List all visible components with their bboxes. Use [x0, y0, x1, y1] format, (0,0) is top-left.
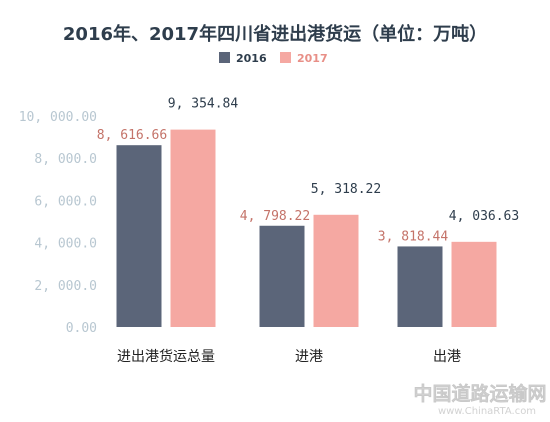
y-tick-label: 6, 000.0 [34, 194, 97, 209]
legend: 2016 2017 [219, 52, 328, 65]
bar-series [116, 129, 497, 327]
data-label-2017-0: 9, 354.84 [168, 97, 239, 112]
y-tick-label: 10, 000.00 [19, 110, 97, 125]
bar-2016-0 [116, 145, 162, 327]
bar-2017-0 [170, 129, 216, 327]
x-axis: 进出港货运总量 进港 出港 [117, 348, 461, 365]
chart-title: 2016年、2017年四川省进出港货运（单位：万吨） [63, 23, 487, 45]
bar-2016-2 [397, 246, 443, 327]
data-label-2016-0: 8, 616.66 [97, 128, 167, 143]
y-tick-label: 8, 000.0 [34, 152, 97, 167]
watermark-url: www.ChinaRTA.com [438, 406, 536, 417]
legend-swatch-2017 [280, 52, 291, 63]
data-labels: 8, 616.66 9, 354.84 4, 798.225, 318.22 3, 8… [97, 97, 519, 245]
y-tick-label: 2, 000.0 [34, 279, 97, 294]
bar-2016-1 [259, 225, 305, 327]
legend-label-2017: 2017 [297, 52, 328, 65]
data-label-2016-1: 4, 798.22 [240, 209, 310, 224]
y-tick-label: 0.00 [66, 321, 97, 336]
watermark-title: 中国道路运输网 [413, 382, 546, 405]
x-tick-label: 出港 [433, 349, 461, 365]
x-tick-label: 进港 [295, 349, 323, 365]
bar-2017-2 [451, 241, 497, 327]
legend-swatch-2016 [219, 52, 230, 63]
data-label-2016-2: 3, 818.44 [378, 229, 449, 244]
data-label-2017-1: 5, 318.22 [311, 182, 381, 197]
bar-2017-1 [313, 214, 359, 327]
y-axis: 0.00 2, 000.0 4, 000.0 6, 000.0 8, 000.0 10, … [19, 110, 97, 336]
x-tick-label: 进出港货运总量 [117, 348, 215, 365]
data-label-2017-2: 4, 036.63 [449, 209, 519, 224]
watermark: 中国道路运输网 www.ChinaRTA.com [413, 382, 546, 417]
legend-label-2016: 2016 [236, 52, 267, 65]
y-tick-label: 4, 000.0 [34, 237, 97, 252]
